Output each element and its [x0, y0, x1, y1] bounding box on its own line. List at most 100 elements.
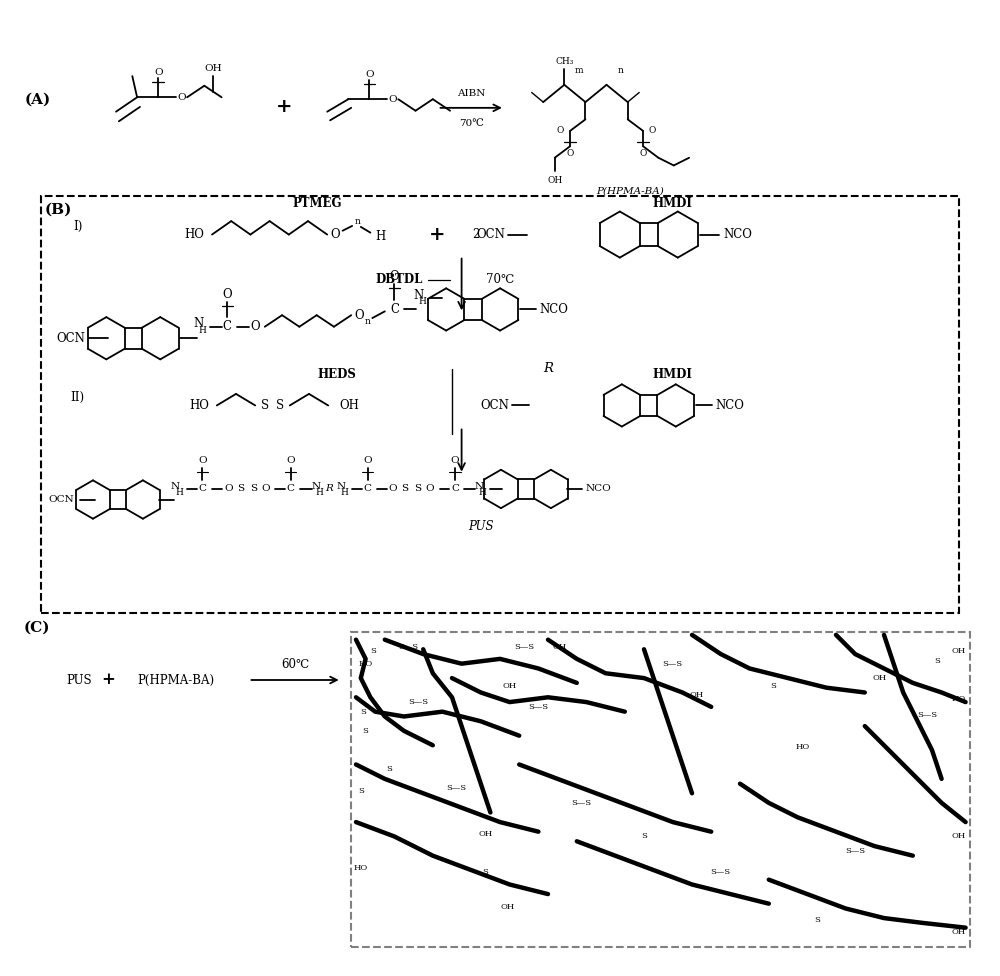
Text: P(HPMA-BA): P(HPMA-BA) [137, 673, 214, 686]
Text: C: C [390, 303, 399, 316]
Text: O: O [557, 126, 564, 136]
Text: S—S: S—S [917, 711, 937, 718]
Text: OH: OH [952, 647, 966, 655]
Text: O: O [363, 456, 372, 465]
Text: OH: OH [204, 64, 222, 73]
Text: S: S [414, 484, 421, 494]
Text: O: O [177, 93, 186, 102]
Text: HO: HO [189, 399, 209, 412]
Text: N: N [311, 481, 320, 491]
Text: S: S [363, 727, 369, 735]
Text: S—S: S—S [399, 643, 419, 651]
Text: CH₃: CH₃ [555, 58, 574, 66]
Text: OCN: OCN [481, 399, 510, 412]
Text: R: R [543, 362, 553, 376]
Text: S—S: S—S [572, 799, 592, 807]
Text: m: m [574, 66, 583, 75]
Text: S: S [250, 484, 257, 494]
Text: N: N [474, 481, 483, 491]
Text: +: + [101, 671, 115, 688]
Text: +: + [276, 98, 292, 116]
Text: O: O [250, 320, 260, 333]
Text: N: N [336, 481, 345, 491]
Text: PTMEG: PTMEG [293, 197, 342, 211]
Text: (C): (C) [24, 620, 51, 634]
Text: OH: OH [552, 643, 567, 651]
Text: DBTDL: DBTDL [376, 273, 423, 286]
Text: OH: OH [340, 399, 360, 412]
Text: 2: 2 [472, 228, 480, 241]
Text: PUS: PUS [66, 673, 92, 686]
Text: S: S [358, 788, 364, 795]
Text: H: H [198, 326, 206, 335]
Text: H: H [316, 488, 323, 498]
Text: S: S [814, 916, 820, 924]
Text: S: S [401, 484, 409, 494]
Text: PUS: PUS [468, 520, 494, 533]
Text: C: C [287, 484, 295, 494]
Text: O: O [154, 67, 163, 77]
Text: H: H [375, 230, 385, 243]
Text: NCO: NCO [585, 484, 611, 494]
Text: +: + [429, 225, 446, 244]
Text: O: O [198, 456, 207, 465]
Text: NCO: NCO [539, 303, 568, 316]
Text: H: H [479, 488, 487, 498]
Text: II): II) [71, 391, 85, 404]
Text: H: H [175, 488, 183, 498]
Text: OH: OH [501, 903, 515, 911]
Text: O: O [649, 126, 656, 136]
Text: S: S [261, 399, 269, 412]
Text: P(HPMA-BA): P(HPMA-BA) [596, 186, 663, 196]
Text: N: N [171, 481, 180, 491]
Text: (B): (B) [45, 203, 72, 217]
Text: n: n [355, 217, 361, 225]
Text: n: n [618, 66, 624, 75]
Text: NCO: NCO [715, 399, 744, 412]
Text: HO: HO [795, 743, 810, 752]
Text: O: O [639, 149, 647, 158]
Text: S: S [483, 868, 489, 876]
Text: O: O [354, 308, 364, 322]
Text: 70℃: 70℃ [459, 119, 484, 128]
Text: O: O [224, 484, 233, 494]
Text: OH: OH [872, 674, 886, 682]
Text: S: S [387, 765, 393, 773]
Text: S: S [771, 682, 777, 690]
Text: S—S: S—S [408, 698, 428, 706]
Text: HO: HO [184, 228, 204, 241]
Text: OH: OH [952, 928, 966, 937]
Text: OCN: OCN [56, 332, 85, 345]
Text: OH: OH [478, 830, 493, 837]
Text: OH: OH [690, 691, 704, 700]
Text: H: H [341, 488, 348, 498]
Text: S: S [641, 833, 647, 840]
Text: HEDS: HEDS [317, 368, 356, 382]
Text: S—S: S—S [447, 785, 467, 793]
Text: HMDI: HMDI [653, 368, 693, 382]
Text: NCO: NCO [724, 228, 753, 241]
Text: O: O [566, 149, 574, 158]
Text: C: C [451, 484, 459, 494]
Text: OCN: OCN [49, 495, 75, 504]
Text: I): I) [73, 221, 82, 233]
Text: H: H [418, 298, 426, 306]
Bar [41, 196, 959, 613]
Text: 70℃: 70℃ [486, 273, 514, 286]
Text: HMDI: HMDI [653, 197, 693, 211]
Text: C: C [364, 484, 372, 494]
Text: O: O [365, 69, 374, 79]
Text: S: S [361, 708, 367, 715]
Text: S: S [370, 647, 376, 655]
Text: OH: OH [952, 833, 966, 840]
Text: O: O [223, 288, 232, 301]
Text: S—S: S—S [711, 868, 731, 876]
Text: HO: HO [358, 660, 373, 668]
Text: OH: OH [547, 177, 562, 185]
Text: C: C [198, 484, 206, 494]
Text: OCN: OCN [476, 228, 505, 241]
Text: n: n [365, 317, 370, 326]
Text: (A): (A) [24, 92, 50, 106]
Text: O: O [390, 270, 399, 283]
Text: O: O [451, 456, 459, 465]
